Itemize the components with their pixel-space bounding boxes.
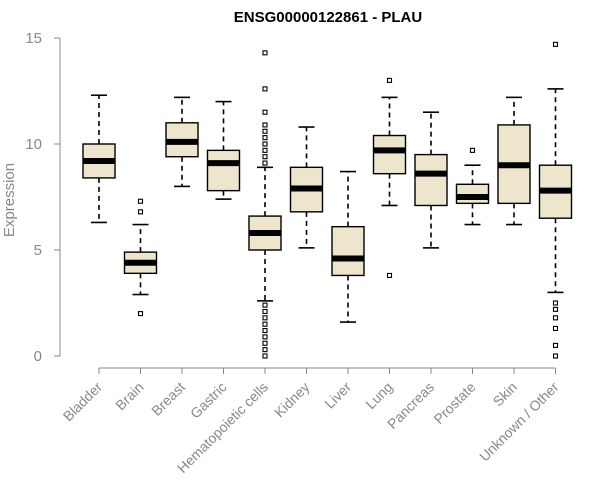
outlier-point: [262, 328, 268, 334]
outlier-point: [386, 272, 393, 278]
box-skin: [497, 96, 531, 226]
y-axis-label: Expression: [1, 163, 18, 237]
iqr-box: [372, 134, 407, 175]
outlier-point: [262, 340, 268, 346]
iqr-box: [331, 225, 365, 277]
box-unknown-other: [538, 41, 573, 359]
x-tick-label: Breast: [148, 379, 188, 419]
outlier-point: [262, 160, 268, 166]
x-tick-label: Brain: [112, 379, 146, 413]
x-tick-label: Skin: [490, 379, 521, 410]
outlier-point: [262, 147, 268, 153]
x-tick-label: Prostate: [430, 379, 478, 427]
outlier-point: [262, 122, 268, 128]
box-liver: [331, 170, 365, 323]
x-tick-label: Lung: [362, 379, 395, 412]
outlier-point: [262, 302, 268, 308]
y-tick-label: 5: [34, 242, 42, 259]
outlier-point: [262, 321, 268, 327]
box-bladder: [82, 94, 116, 224]
outlier-point: [552, 306, 559, 312]
box-gastric: [206, 100, 241, 200]
box-lung: [372, 77, 407, 278]
outlier-point: [262, 135, 268, 141]
outlier-point: [552, 41, 559, 47]
box-hematopoietic-cells: [248, 50, 282, 359]
outlier-point: [386, 77, 393, 83]
iqr-box: [414, 153, 448, 207]
box-brain: [123, 198, 158, 317]
y-tick-label: 0: [34, 348, 42, 365]
outlier-point: [469, 147, 476, 153]
outlier-point: [137, 198, 144, 204]
outlier-point: [262, 308, 268, 315]
outlier-point: [262, 109, 268, 115]
outlier-point: [137, 209, 144, 215]
outlier-point: [262, 50, 268, 56]
box-kidney: [289, 126, 324, 249]
iqr-box: [206, 149, 241, 192]
outlier-point: [262, 86, 268, 92]
outlier-point: [552, 315, 559, 321]
y-axis: 0 5 10 15: [25, 30, 61, 365]
outlier-point: [552, 353, 559, 359]
x-tick-label: Bladder: [60, 379, 106, 425]
y-tick-label: 15: [25, 30, 42, 47]
outlier-point: [262, 315, 268, 321]
x-tick-label: Kidney: [271, 379, 313, 421]
outlier-point: [262, 353, 268, 359]
outlier-point: [262, 334, 268, 340]
chart-title: ENSG00000122861 - PLAU: [234, 9, 422, 26]
outlier-point: [262, 128, 268, 134]
y-tick-label: 10: [25, 136, 42, 153]
box-breast: [165, 96, 199, 188]
x-tick-label: Liver: [321, 379, 354, 412]
outlier-point: [552, 325, 559, 331]
outlier-point: [262, 141, 268, 147]
outlier-point: [137, 311, 144, 317]
outlier-point: [552, 342, 559, 348]
outlier-point: [262, 347, 268, 353]
box-pancreas: [414, 111, 448, 249]
x-tick-label: Unknown / Other: [476, 379, 562, 465]
outlier-point: [552, 300, 559, 306]
box-series: [82, 41, 573, 359]
iqr-box: [455, 183, 490, 205]
box-prostate: [455, 147, 490, 226]
outlier-point: [262, 154, 268, 160]
